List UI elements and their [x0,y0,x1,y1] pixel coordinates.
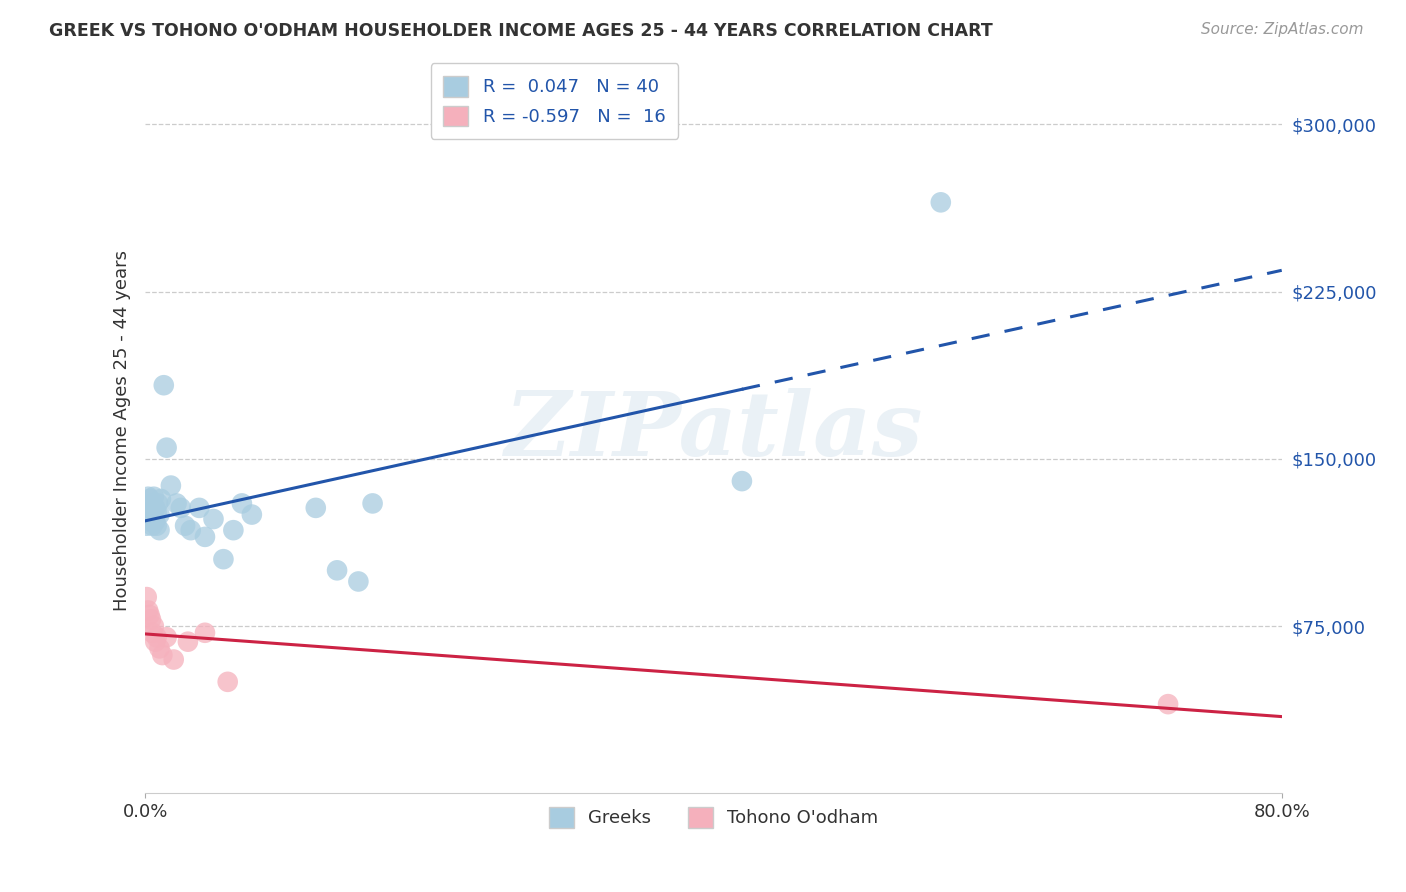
Point [1157,697,1180,711]
Point [138,491,160,506]
Point [929,195,952,210]
Legend: Greeks, Tohono O'odham: Greeks, Tohono O'odham [541,800,886,835]
Point [142,619,165,633]
Point [146,496,169,510]
Point [347,574,370,589]
Point [231,496,253,510]
Point [143,634,166,648]
Point [240,508,263,522]
Point [143,500,166,515]
Point [166,496,188,510]
Point [135,518,157,533]
Point [139,514,162,528]
Text: Source: ZipAtlas.com: Source: ZipAtlas.com [1201,22,1364,37]
Point [150,648,173,662]
Point [141,518,163,533]
Point [142,490,165,504]
Point [163,652,186,666]
Point [202,512,225,526]
Point [326,563,349,577]
Point [148,641,170,656]
Point [212,552,235,566]
Point [138,508,160,522]
Point [160,478,183,492]
Point [194,625,217,640]
Point [222,523,245,537]
Point [361,496,384,510]
Point [142,503,165,517]
Text: ZIPatlas: ZIPatlas [505,388,922,475]
Point [136,503,159,517]
Point [143,514,166,528]
Point [174,518,197,533]
Y-axis label: Householder Income Ages 25 - 44 years: Householder Income Ages 25 - 44 years [114,251,131,611]
Point [217,674,239,689]
Point [136,490,159,504]
Point [145,518,167,533]
Point [145,630,167,644]
Point [156,630,179,644]
Point [148,523,170,537]
Point [141,496,163,510]
Point [180,523,202,537]
Point [145,505,167,519]
Point [194,530,217,544]
Point [135,590,157,604]
Point [136,603,159,617]
Text: GREEK VS TOHONO O'ODHAM HOUSEHOLDER INCOME AGES 25 - 44 YEARS CORRELATION CHART: GREEK VS TOHONO O'ODHAM HOUSEHOLDER INCO… [49,22,993,40]
Point [149,491,172,506]
Point [731,474,754,488]
Point [141,625,163,640]
Point [148,508,170,522]
Point [138,607,160,622]
Point [156,441,179,455]
Point [152,378,174,392]
Point [139,500,162,515]
Point [139,612,162,626]
Point [177,634,200,648]
Point [188,500,211,515]
Point [305,500,328,515]
Point [141,508,163,522]
Point [170,500,193,515]
